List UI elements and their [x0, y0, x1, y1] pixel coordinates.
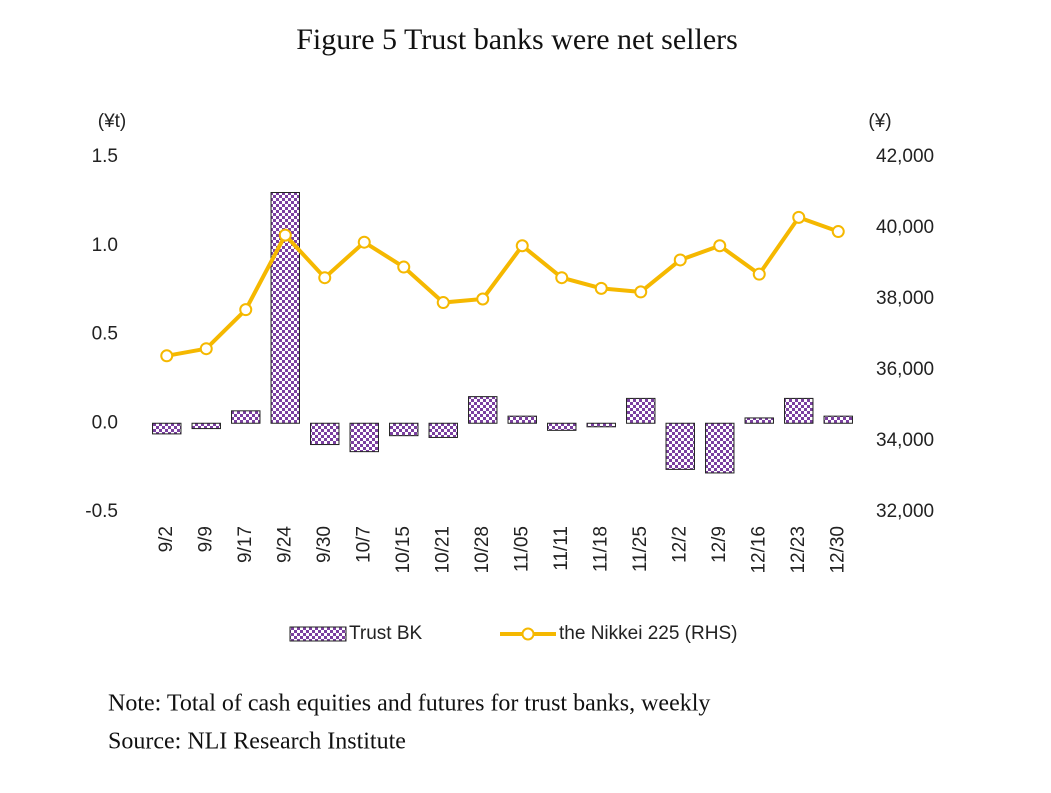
- y2-tick-label: 32,000: [876, 501, 934, 522]
- x-tick-label: 9/24: [274, 526, 295, 563]
- x-tick-label: 9/17: [235, 526, 256, 563]
- x-tick-label: 9/30: [314, 526, 335, 563]
- marker: [752, 267, 766, 281]
- x-tick-label: 10/21: [432, 526, 453, 574]
- bar: [586, 422, 616, 428]
- bar: [389, 422, 419, 437]
- y2-axis-unit: (¥): [868, 111, 891, 132]
- marker: [239, 303, 253, 317]
- legend-label: the Nikkei 225 (RHS): [559, 623, 737, 644]
- marker: [634, 285, 648, 299]
- x-tick-label: 12/9: [709, 526, 730, 563]
- x-tick-label: 12/16: [748, 526, 769, 574]
- bar: [310, 422, 340, 446]
- source: Source: NLI Research Institute: [108, 729, 406, 755]
- marker: [594, 281, 608, 295]
- y-tick-label: -0.5: [85, 501, 118, 522]
- x-tick-label: 10/28: [472, 526, 493, 574]
- y2-tick-label: 40,000: [876, 217, 934, 238]
- marker: [278, 228, 292, 242]
- bar: [705, 422, 735, 474]
- bar: [547, 422, 577, 431]
- bar: [191, 422, 221, 430]
- x-tick-label: 12/30: [827, 526, 848, 574]
- x-tick-label: 11/05: [511, 526, 532, 572]
- x-tick-label: 11/11: [551, 526, 572, 571]
- marker: [357, 235, 371, 249]
- marker: [436, 296, 450, 310]
- marker: [673, 253, 687, 267]
- bar: [744, 417, 774, 424]
- line: [166, 214, 839, 358]
- chart-title: Figure 5 Trust banks were net sellers: [296, 23, 738, 56]
- x-tick-label: 10/15: [393, 526, 414, 574]
- y-axis-unit: (¥t): [98, 111, 127, 132]
- marker: [515, 239, 529, 253]
- x-tick-label: 11/18: [590, 526, 611, 572]
- marker: [397, 260, 411, 274]
- x-tick-label: 12/23: [788, 526, 809, 574]
- legend-label: Trust BK: [349, 623, 423, 644]
- bar: [665, 422, 695, 470]
- y2-tick-label: 38,000: [876, 288, 934, 309]
- y2-tick-label: 42,000: [876, 146, 934, 167]
- bar: [231, 410, 261, 424]
- bar: [349, 422, 379, 453]
- marker: [160, 349, 174, 363]
- marker: [318, 271, 332, 285]
- marker: [199, 342, 213, 356]
- y-tick-label: 1.0: [92, 235, 118, 256]
- marker: [831, 225, 845, 239]
- bar: [428, 422, 458, 438]
- bar: [784, 397, 814, 424]
- x-tick-label: 11/25: [630, 526, 651, 572]
- y-tick-label: 0.5: [92, 324, 118, 345]
- bar: [152, 422, 182, 435]
- x-tick-label: 10/7: [353, 526, 374, 563]
- note: Note: Total of cash equities and futures…: [108, 691, 710, 717]
- bar: [626, 397, 656, 424]
- bar: [823, 415, 853, 424]
- y2-tick-label: 34,000: [876, 430, 934, 451]
- x-tick-label: 9/9: [195, 526, 216, 552]
- bar: [507, 415, 537, 424]
- y-tick-label: 0.0: [92, 412, 118, 433]
- marker: [792, 210, 806, 224]
- y2-tick-label: 36,000: [876, 359, 934, 380]
- legend-swatch: [289, 626, 347, 642]
- bar: [270, 192, 300, 424]
- x-tick-label: 9/2: [156, 526, 177, 552]
- bar: [468, 396, 498, 424]
- marker: [555, 271, 569, 285]
- x-tick-label: 12/2: [669, 526, 690, 563]
- marker: [476, 292, 490, 306]
- marker: [713, 239, 727, 253]
- y-tick-label: 1.5: [92, 146, 118, 167]
- legend-marker: [521, 627, 535, 641]
